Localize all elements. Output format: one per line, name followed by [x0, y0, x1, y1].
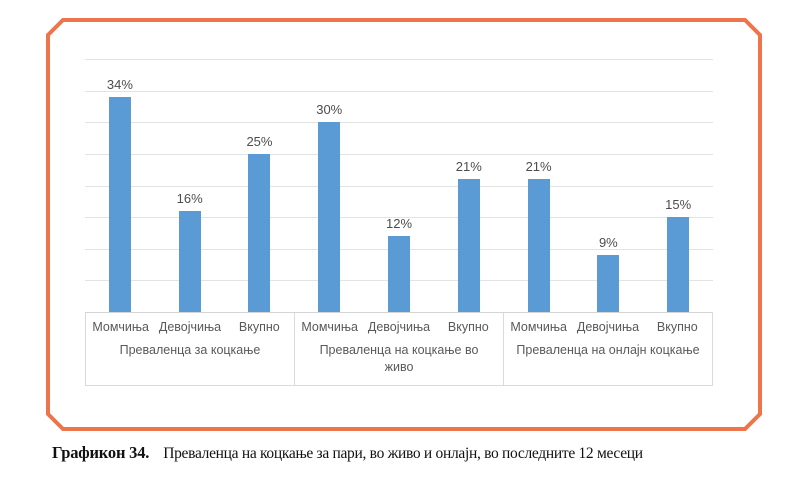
bars-row: 34% 16% 25% 30% 12% 21% 21% 9% 15% [85, 59, 713, 312]
axis-group-cell: Момчиња Девојчиња Вкупно Преваленца за коцк… [85, 313, 294, 386]
bar-slot: 12% [364, 59, 434, 312]
category-labels: Момчиња Девојчиња Вкупно [504, 320, 712, 334]
bar [457, 179, 480, 312]
data-label: 21% [455, 159, 482, 175]
category-label: Момчиња [301, 320, 359, 334]
category-labels: Момчиња Девојчиња Вкупно [295, 320, 503, 334]
group-label: Преваленца на онлајн коцкање [516, 343, 700, 357]
category-label: Девојчиња [576, 320, 640, 334]
category-labels: Момчиња Девојчиња Вкупно [86, 320, 294, 334]
bar-slot: 21% [434, 59, 504, 312]
category-label: Вкупно [656, 320, 698, 334]
bar [318, 122, 341, 312]
bar [248, 153, 271, 312]
bar [178, 210, 201, 312]
bar-slot: 15% [643, 59, 713, 312]
bar-slot: 25% [225, 59, 295, 312]
gridline [85, 153, 713, 155]
gridline [85, 217, 713, 219]
bar-slot: 30% [294, 59, 364, 312]
gridline [85, 59, 713, 60]
data-label: 25% [246, 133, 273, 149]
plot-area: 34% 16% 25% 30% 12% 21% 21% 9% 15% [85, 59, 713, 312]
category-label: Девојчиња [158, 320, 222, 334]
category-label: Вкупно [447, 320, 489, 334]
bar-slot: 9% [573, 59, 643, 312]
chart-frame-border [46, 18, 762, 431]
category-label: Момчиња [92, 320, 150, 334]
data-label: 30% [316, 102, 343, 118]
category-label: Вкупно [238, 320, 280, 334]
bar [388, 236, 411, 312]
x-axis: Момчиња Девојчиња Вкупно Преваленца за коцк… [85, 312, 713, 386]
data-label: 12% [386, 216, 413, 232]
category-label: Девојчиња [367, 320, 431, 334]
gridline [85, 90, 713, 92]
category-label: Момчиња [510, 320, 568, 334]
bar [108, 96, 131, 312]
caption-text: Преваленца на коцкање за пари, во живо и… [163, 445, 643, 462]
frame-outline [46, 18, 762, 431]
bar [667, 217, 690, 312]
gridline [85, 122, 713, 124]
group-label: Преваленца за коцкање [119, 343, 261, 357]
data-label: 16% [176, 190, 203, 206]
group-label: Преваленца на коцкање во живо [319, 343, 479, 374]
bar [527, 179, 550, 312]
axis-group-cell: Момчиња Девојчиња Вкупно Преваленца на коцк… [294, 313, 503, 386]
bar [597, 255, 620, 312]
bar-slot: 21% [504, 59, 574, 312]
data-label: 15% [665, 197, 692, 213]
bar-slot: 34% [85, 59, 155, 312]
data-label: 9% [598, 235, 618, 251]
axis-group-cell: Момчиња Девојчиња Вкупно Преваленца на онла… [503, 313, 713, 386]
data-label: 34% [106, 76, 133, 92]
caption-number: Графикон 34. [52, 443, 150, 462]
data-label: 21% [525, 159, 552, 175]
gridline [85, 185, 713, 187]
bar-slot: 16% [155, 59, 225, 312]
figure-caption: Графикон 34. Преваленца на коцкање за пар… [52, 443, 643, 463]
